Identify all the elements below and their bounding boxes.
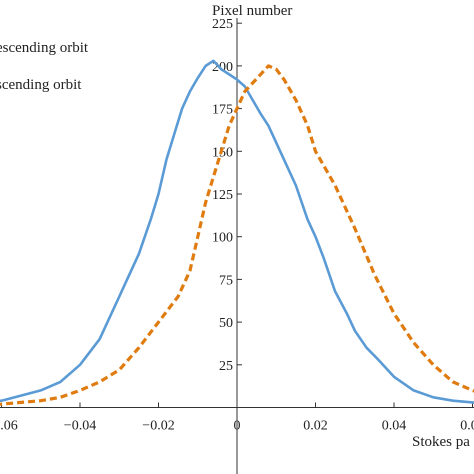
x-tick-label: 0	[234, 419, 241, 434]
y-axis-title: Pixel number	[212, 3, 292, 19]
axes-layer: −0.06 −0.04 −0.02 0 0.02 0.04 0.06 25 50 75 100 125…	[0, 17, 474, 474]
series-layer	[0, 59, 474, 406]
y-tick-label: 225	[212, 17, 233, 32]
legend-label-series-1: escending orbit	[0, 40, 89, 56]
y-tick-label: 100	[212, 231, 233, 246]
legend: escending orbit scending orbit	[0, 40, 89, 93]
x-tick-label: 0.04	[382, 419, 407, 434]
series-line-1	[0, 59, 474, 404]
y-tick-label: 175	[212, 103, 233, 118]
y-tick-label: 125	[212, 188, 233, 203]
y-tick-label: 25	[219, 359, 233, 374]
x-tick-label: −0.04	[64, 419, 96, 434]
x-tick-label: −0.02	[142, 419, 174, 434]
legend-label-series-2: scending orbit	[0, 77, 82, 93]
x-tick-label: −0.06	[0, 419, 18, 434]
y-tick-label: 50	[219, 316, 233, 331]
x-tick-label: 0.06	[460, 419, 474, 434]
x-axis-title: Stokes pa	[412, 434, 470, 450]
series-line-2	[0, 64, 474, 406]
y-tick-label: 75	[219, 273, 233, 288]
x-tick-label: 0.02	[303, 419, 328, 434]
